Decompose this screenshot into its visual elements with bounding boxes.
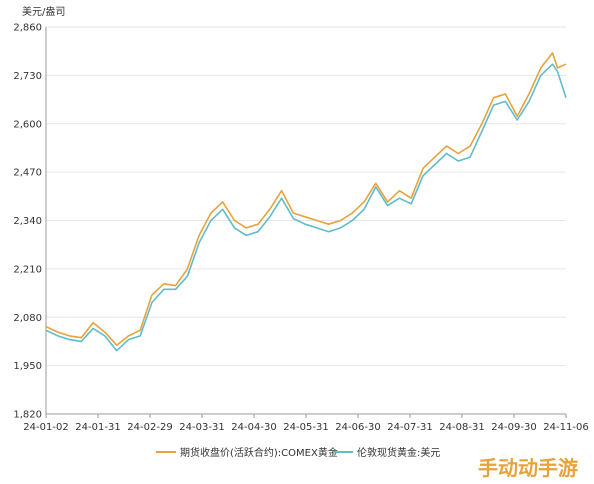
y-tick-label: 2,210 [13,264,42,275]
y-tick-label: 2,340 [13,216,42,227]
x-tick-label: 24-01-31 [75,422,120,433]
y-tick-label: 2,600 [13,119,42,130]
x-tick-label: 24-02-29 [127,422,172,433]
y-tick-labels: 1,820 1,950 2,080 2,210 2,340 2,470 2,600 2,730… [13,23,42,421]
watermark-logo: 手动动手游 [478,456,578,480]
x-tick-label: 24-09-30 [491,422,536,433]
y-axis-unit-label: 美元/盎司 [22,5,65,18]
x-tick-labels: 24-01-02 24-01-31 24-02-29 24-03-31 24-04-30… [23,422,588,433]
x-tick-label: 24-11-06 [543,422,588,433]
y-tick-label: 2,730 [13,71,42,82]
axes [45,27,567,418]
x-tick-label: 24-05-31 [283,422,328,433]
x-tick-label: 24-04-30 [231,422,276,433]
x-tick-label: 24-01-02 [23,422,68,433]
x-tick-label: 24-08-31 [439,422,484,433]
x-tick-label: 24-03-31 [179,422,224,433]
y-tick-label: 2,080 [13,313,42,324]
x-tick-label: 24-06-30 [335,422,380,433]
y-tick-label: 2,860 [13,23,42,34]
y-tick-label: 1,820 [13,410,42,421]
legend-label-london: 伦敦现货黄金:美元 [357,446,440,459]
legend-item-london[interactable]: 伦敦现货黄金:美元 [333,446,440,459]
y-tick-label: 1,950 [13,361,42,372]
series-line-1 [45,63,567,352]
legend-item-comex[interactable]: 期货收盘价(活跃合约):COMEX黄金 [156,446,338,459]
y-tick-label: 2,470 [13,168,42,179]
series-line-0 [45,52,567,347]
legend-label-comex: 期货收盘价(活跃合约):COMEX黄金 [180,446,338,459]
x-tick-label: 24-07-31 [387,422,432,433]
legend: 期货收盘价(活跃合约):COMEX黄金 伦敦现货黄金:美元 [156,446,440,459]
grid-lines [46,26,566,367]
series-lines [45,52,567,352]
